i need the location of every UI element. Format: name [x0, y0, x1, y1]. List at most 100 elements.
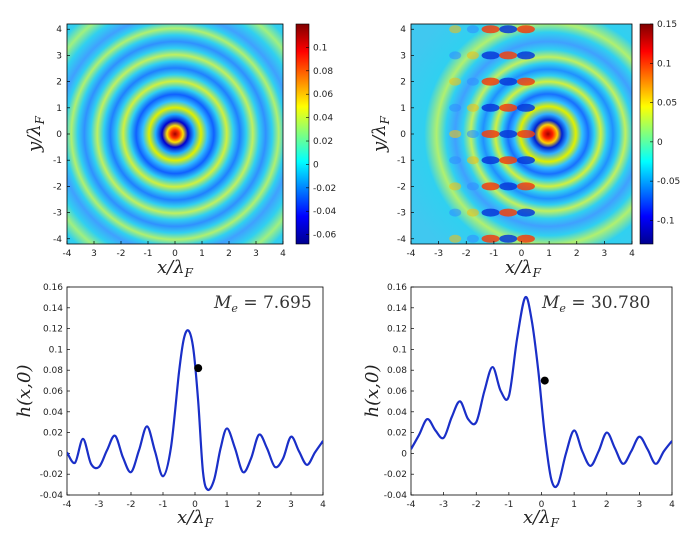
y-tick-label: 2	[400, 78, 406, 88]
wake-blob	[466, 130, 479, 138]
wake-blob	[449, 156, 462, 165]
x-tick-label: 0	[172, 249, 178, 259]
wake-blob	[449, 77, 462, 86]
colorbar-tick-label: 0.02	[313, 137, 333, 147]
line-right-frame	[410, 286, 673, 496]
colorbar-tick-label: 0.06	[313, 90, 333, 100]
y-tick-label: 0.02	[43, 429, 63, 439]
y-tick-label: -4	[397, 235, 406, 245]
x-tick-label: 2	[226, 249, 232, 259]
x-tick-label: 4	[629, 249, 635, 259]
x-tick-label: 1	[224, 500, 230, 510]
x-tick-label: 3	[91, 249, 97, 259]
y-tick-label: 0.1	[49, 345, 63, 355]
wake-blob	[516, 103, 535, 112]
wake-blob	[449, 51, 462, 60]
y-tick-label: 2	[56, 78, 62, 88]
wake-blob	[516, 51, 535, 60]
heatmap-right-yticks: 4 3 2 1 0 -1 -2 -3 -4	[397, 25, 414, 245]
heatmap-right-wake	[449, 25, 535, 243]
wake-blob	[449, 182, 462, 191]
y-tick-label: 0	[57, 449, 63, 459]
colorbar-right-ticks: 0.15 0.1 0.05 0 -0.05 -0.1	[650, 20, 680, 226]
line-right-series	[411, 295, 672, 489]
y-tick-label: -1	[53, 156, 62, 166]
y-tick-label: 0.14	[43, 304, 63, 314]
x-tick-label: -4	[63, 500, 72, 510]
wake-blob	[499, 25, 518, 34]
heatmap-left-xlabel: x/λF	[157, 257, 194, 280]
colorbar-tick-label: -0.06	[313, 231, 337, 241]
wake-blob	[481, 182, 500, 191]
x-tick-label: 4	[669, 500, 675, 510]
x-tick-label: -4	[407, 500, 416, 510]
y-tick-label: 0.06	[387, 387, 407, 397]
line-left-droplet-marker	[194, 364, 203, 373]
line-left-xticks: -4 -3 -2 -1 0 1 2 3 4	[63, 492, 326, 510]
y-tick-label: 4	[400, 25, 406, 35]
wake-blob	[466, 182, 479, 191]
y-tick-label: -0.04	[40, 491, 64, 501]
y-tick-label: 0.16	[387, 283, 407, 293]
wake-blob	[516, 130, 535, 138]
y-tick-label: 1	[56, 104, 62, 114]
y-tick-label: 0.02	[387, 429, 407, 439]
wake-blob	[481, 156, 500, 165]
line-right-annotation: Me = 30.780	[541, 293, 650, 315]
heatmap-left-yticks: 4 3 2 1 0 -1 -2 -3 -4	[53, 25, 70, 245]
y-tick-label: -0.02	[40, 470, 63, 480]
heatmap-left-xticks: -4 3 -2 -1 0 1 2 3 4	[63, 241, 286, 259]
heatmap-panel-right: -4 -3 -2 -1 0 1 2 3 4 4 3 2 1 0 -1 -2 -3 -4 x/λF y/λF 0.…	[369, 20, 680, 280]
x-tick-label: 0	[539, 500, 545, 510]
heatmap-right-xlabel: x/λF	[505, 257, 542, 280]
wake-blob	[481, 51, 500, 60]
wake-blob	[481, 208, 500, 217]
x-tick-label: 2	[256, 500, 262, 510]
y-tick-label: 0	[56, 130, 62, 140]
wake-blob	[466, 77, 479, 86]
wake-blob	[466, 208, 479, 217]
y-tick-label: -0.04	[384, 491, 408, 501]
wake-blob	[499, 77, 518, 86]
wake-blob	[449, 103, 462, 112]
x-tick-label: -2	[462, 249, 471, 259]
heatmap-left-image	[67, 24, 283, 244]
y-tick-label: 4	[56, 25, 62, 35]
x-tick-label: -4	[407, 249, 416, 259]
x-tick-label: 0	[519, 249, 525, 259]
x-tick-label: 3	[637, 500, 643, 510]
line-panel-right: -4 -3 -2 -1 0 1 2 3 4 0.16 0.14 0.12 0.1 0.08 0.06 0.0…	[362, 283, 675, 530]
y-tick-label: 0.12	[43, 325, 63, 335]
y-tick-label: -4	[53, 235, 62, 245]
wake-blob	[449, 130, 462, 138]
x-tick-label: 4	[280, 249, 286, 259]
x-tick-label: -2	[472, 500, 481, 510]
line-left-annotation: Me = 7.695	[213, 293, 312, 315]
x-tick-label: -3	[434, 249, 443, 259]
colorbar-tick-label: 0.1	[313, 43, 327, 53]
x-tick-label: 1	[571, 500, 577, 510]
wake-blob	[499, 182, 518, 191]
y-tick-label: 0.12	[387, 325, 407, 335]
x-tick-label: -1	[144, 249, 153, 259]
line-left-series	[67, 329, 323, 492]
wake-blob	[516, 208, 535, 217]
line-left-yticks: 0.16 0.14 0.12 0.1 0.08 0.06 0.04 0.02 0 -0.02 -0.…	[40, 283, 70, 501]
y-tick-label: 0.04	[43, 408, 63, 418]
wake-blob	[499, 130, 518, 138]
x-tick-label: 2	[574, 249, 580, 259]
x-tick-label: -3	[95, 500, 104, 510]
colorbar-right	[639, 23, 654, 245]
heatmap-right-xticks: -4 -3 -2 -1 0 1 2 3 4	[407, 241, 635, 259]
x-tick-label: -4	[63, 249, 72, 259]
colorbar-tick-label: 0.15	[657, 20, 677, 30]
colorbar-tick-label: 0	[313, 160, 319, 170]
wake-blob	[449, 234, 462, 243]
y-tick-label: -0.02	[384, 470, 407, 480]
x-tick-label: 3	[253, 249, 259, 259]
wake-blob	[499, 156, 518, 165]
y-tick-label: 0.08	[43, 366, 63, 376]
colorbar-tick-label: 0	[657, 138, 663, 148]
y-tick-label: 0.06	[43, 387, 63, 397]
